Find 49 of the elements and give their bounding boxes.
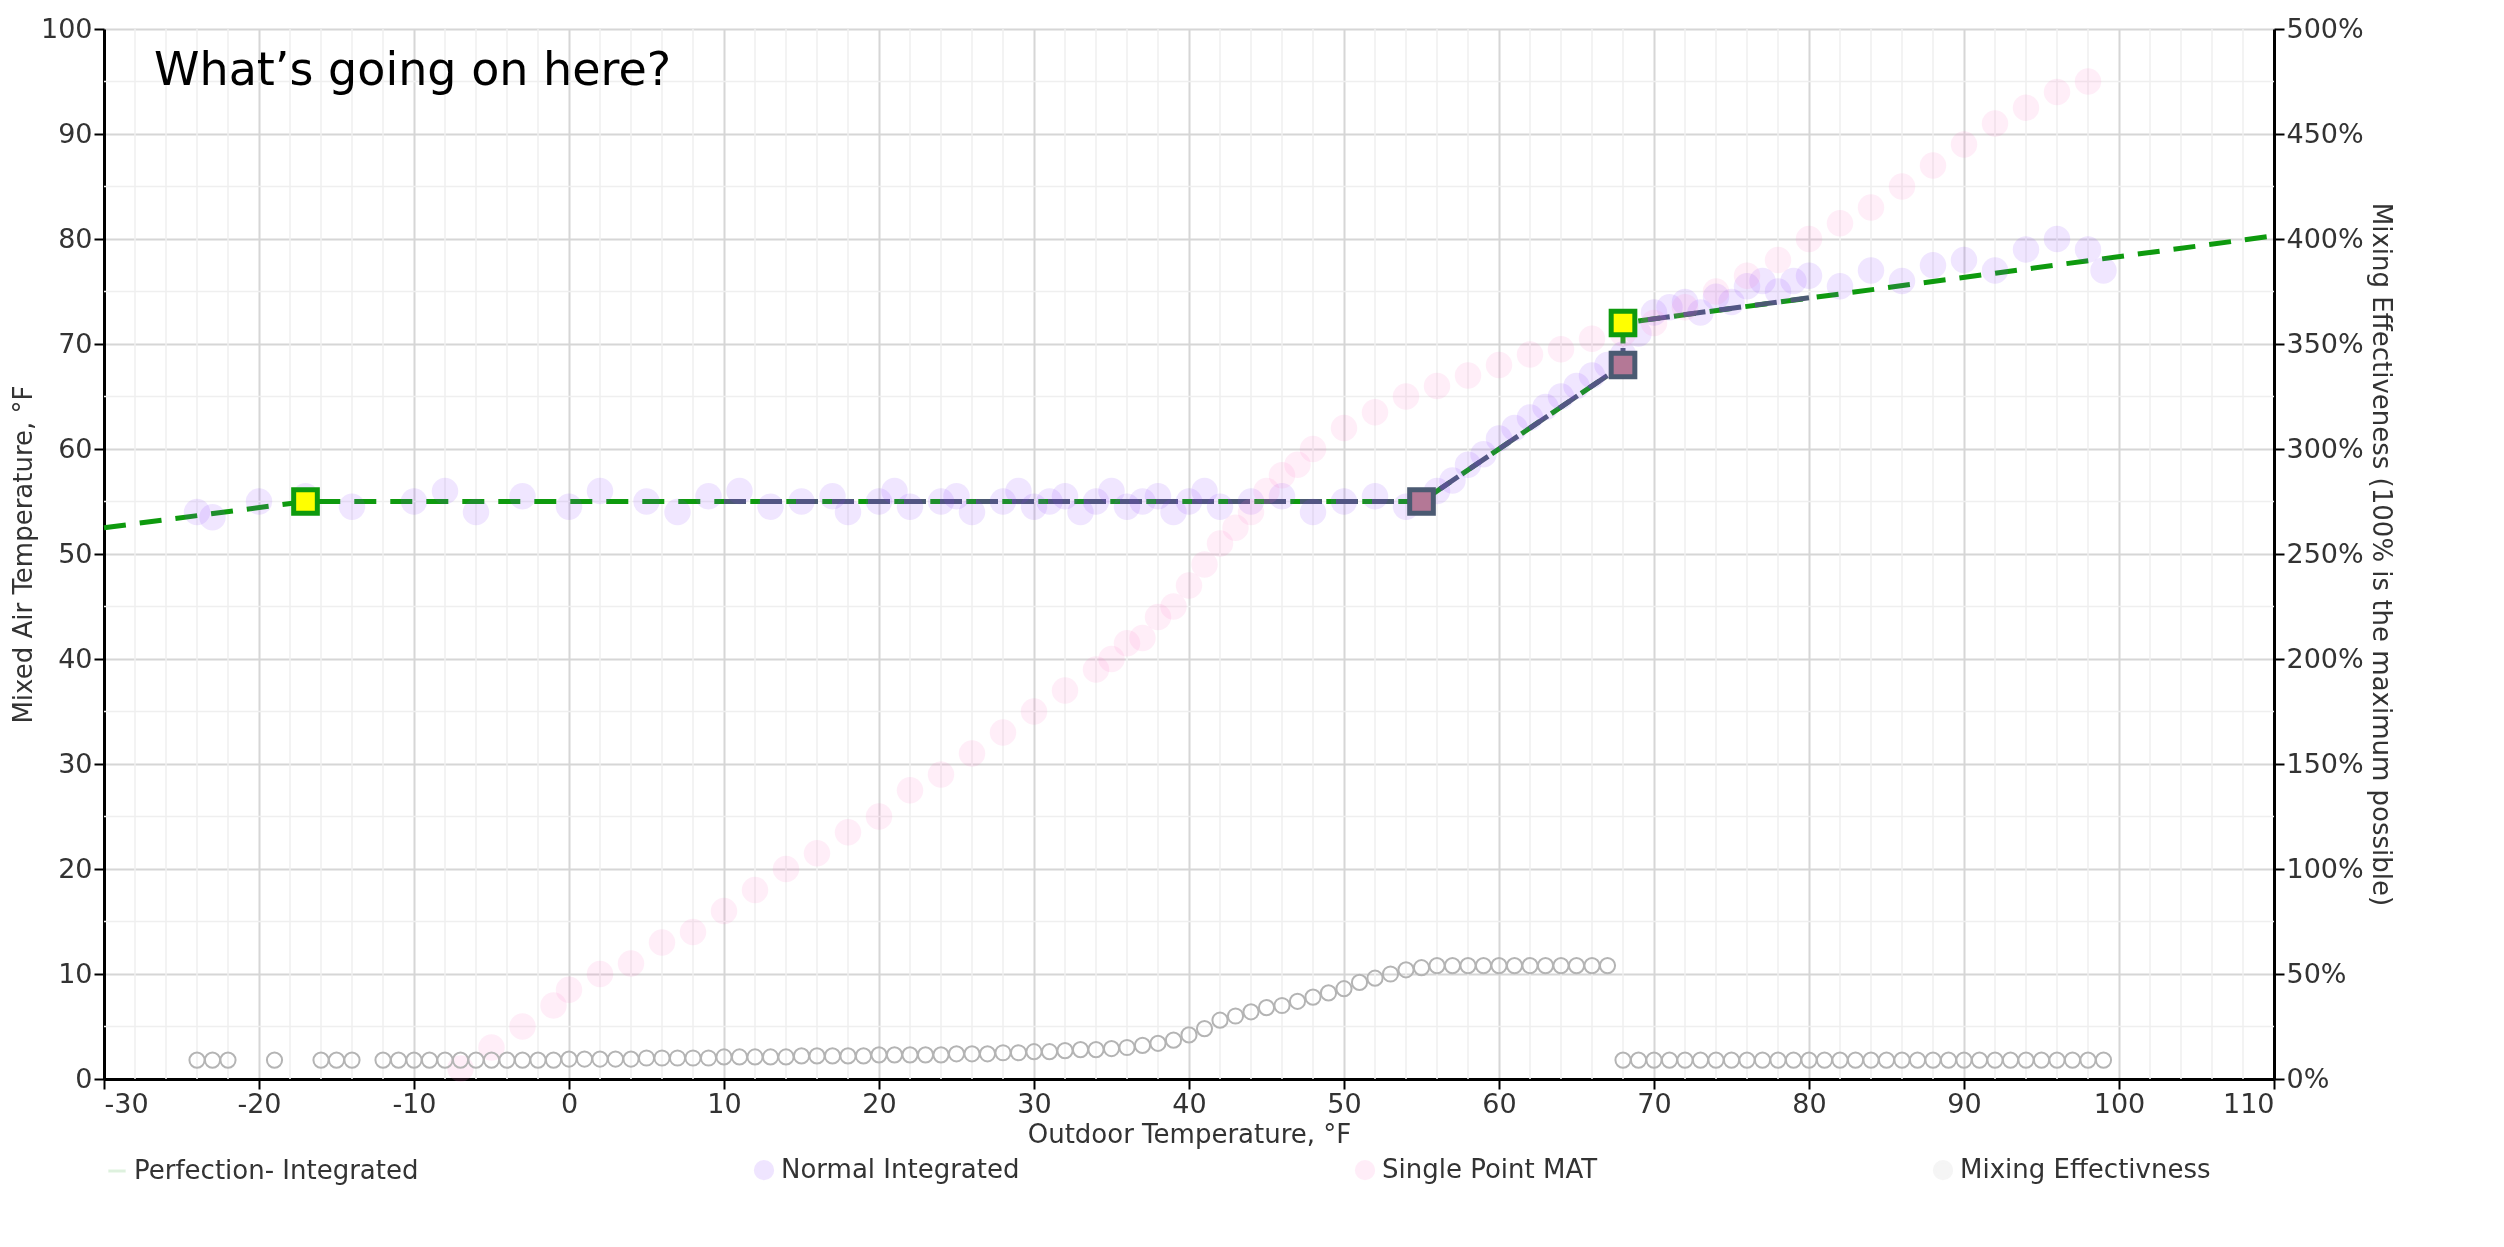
legend-label: Single Point MAT	[1382, 1154, 1598, 1185]
x-tick-label: 80	[1792, 1087, 1827, 1119]
y-tick-label: 90	[58, 117, 93, 149]
y2-axis-title: Mixing Effectiveness (100% is the maximum possible)	[2366, 202, 2397, 907]
x-tick-label: -20	[237, 1087, 282, 1119]
y-tick-label: 0	[75, 1062, 93, 1094]
y2-tick-label: 400%	[2286, 222, 2364, 254]
x-tick-label: 20	[862, 1087, 897, 1119]
point	[1407, 487, 1436, 516]
y-tick-label: 30	[58, 747, 93, 779]
point	[1608, 308, 1638, 338]
y-tick-label: 70	[58, 327, 93, 359]
y-axis-title: Mixed Air Temperature, °F	[7, 385, 38, 724]
y2-tick-label: 50%	[2286, 957, 2347, 989]
legend-label: Normal Integrated	[781, 1154, 1020, 1185]
y2-tick-label: 500%	[2286, 12, 2364, 44]
y-tick-label: 20	[58, 852, 93, 884]
legend-label: Perfection- Integrated	[134, 1155, 419, 1185]
legend-label: Mixing Effectivness	[1960, 1154, 2211, 1185]
x-tick-label: 40	[1172, 1087, 1207, 1119]
y-tick-label: 40	[58, 642, 93, 674]
y2-tick-label: 450%	[2286, 117, 2364, 149]
x-tick-label: 30	[1017, 1087, 1052, 1119]
x-tick-label: -30	[104, 1087, 149, 1119]
y-tick-label: 80	[58, 222, 93, 254]
x-tick-label: 90	[1947, 1087, 1982, 1119]
x-tick-label: 110	[2222, 1087, 2275, 1119]
x-tick-label: 100	[2093, 1087, 2146, 1119]
chart-title: What’s going on here?	[154, 42, 672, 96]
point	[1608, 350, 1638, 380]
y-tick-label: 50	[58, 537, 93, 569]
y2-tick-label: 350%	[2286, 327, 2364, 359]
x-tick-label: 70	[1637, 1087, 1672, 1119]
x-tick-label: 10	[707, 1087, 742, 1119]
x-tick-label: 0	[560, 1087, 579, 1119]
y2-tick-label: 150%	[2286, 747, 2364, 779]
y-tick-label: 60	[58, 432, 93, 464]
y2-tick-label: 250%	[2286, 537, 2364, 569]
y2-tick-label: 300%	[2286, 432, 2364, 464]
x-tick-label: 50	[1327, 1087, 1362, 1119]
x-axis-title: Outdoor Temperature, °F	[1027, 1118, 1352, 1149]
y2-tick-label: 0%	[2286, 1062, 2330, 1094]
y-tick-label: 100	[40, 12, 93, 44]
y-tick-label: 10	[58, 957, 93, 989]
x-tick-label: -10	[392, 1087, 437, 1119]
y2-tick-label: 200%	[2286, 642, 2364, 674]
y2-tick-label: 100%	[2286, 852, 2364, 884]
point	[291, 487, 320, 516]
x-tick-label: 60	[1482, 1087, 1517, 1119]
